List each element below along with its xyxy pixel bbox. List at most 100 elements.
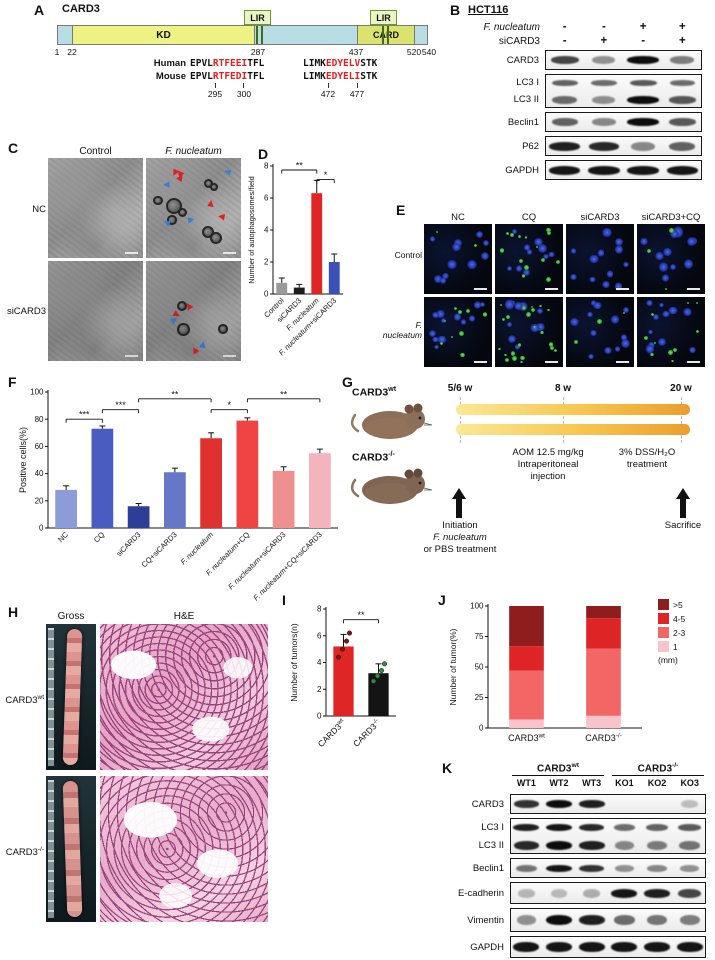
nucleus-stain xyxy=(482,240,489,247)
nucleus-stain xyxy=(597,248,605,257)
mouse-illustration-wt xyxy=(350,403,433,439)
text-part: or PBS treatment xyxy=(423,544,497,555)
nucleus-stain xyxy=(603,347,613,355)
nucleus-stain xyxy=(469,314,476,322)
red-arrow-icon: ▶ xyxy=(204,199,216,207)
lc3-puncta xyxy=(443,320,446,323)
blot-band xyxy=(627,95,660,104)
text-part: STK xyxy=(360,58,378,69)
k-group-header-ko: CARD3-/- xyxy=(612,762,704,777)
scale-bar xyxy=(545,361,558,363)
blot-band xyxy=(614,864,634,872)
legend-label: 4-5 xyxy=(673,613,686,624)
aa-position: 287 xyxy=(250,47,266,57)
k-lane-labels: WT1 WT2 WT3 KO1 KO2 KO3 xyxy=(510,778,706,788)
text-part: LIMK xyxy=(303,58,326,69)
bar xyxy=(91,428,114,528)
text-part: STK xyxy=(360,71,378,82)
blot-band xyxy=(678,823,701,831)
text-part: CARD3 xyxy=(5,847,38,859)
nucleus-stain xyxy=(587,311,594,318)
em-image-fnucleatum-nc: ▶ ▶ ▶ ▶ ▶ ▶ ▶ ▶ ▶ xyxy=(146,158,241,258)
lc3-puncta xyxy=(498,347,502,351)
text-part: LC3 I xyxy=(516,77,539,88)
timeline-bar-wt xyxy=(456,404,690,415)
significance-marker: * xyxy=(324,170,328,180)
lc3-puncta xyxy=(524,236,528,239)
nucleus-stain xyxy=(683,308,693,317)
blot-protein-label: GAPDH xyxy=(452,160,539,180)
ruler xyxy=(48,628,54,766)
timepoint-end: 20 w xyxy=(670,383,692,394)
tick-label: 8 xyxy=(317,605,322,614)
fluor-image-fn-sicard3-cq xyxy=(637,297,705,367)
nucleus-stain xyxy=(537,307,544,314)
significance-marker: ** xyxy=(280,389,288,399)
sequence-human-lir2: LIMKEDYELVSTK xyxy=(303,58,377,69)
lc3-puncta xyxy=(668,350,673,355)
blot-band xyxy=(613,915,635,925)
timeline-bar-ko xyxy=(456,424,690,435)
western-blot-mouse: CARD3 LC3 I LC3 II Beclin1 E-cadherin Vimenti… xyxy=(448,794,708,958)
tick-label: 8 xyxy=(264,162,269,171)
lc3-puncta xyxy=(546,230,551,235)
data-point xyxy=(339,646,346,652)
lc3-puncta xyxy=(518,235,522,239)
lc3-puncta xyxy=(510,351,516,356)
autophagosome xyxy=(218,324,228,335)
fluor-image-fn-nc xyxy=(424,297,492,367)
initiation-line2: F. nucleatum xyxy=(404,532,516,544)
lane-label: WT1 xyxy=(516,778,536,788)
scale-bar xyxy=(616,288,629,290)
stack-segment xyxy=(509,646,544,671)
blot-membrane xyxy=(545,160,702,180)
blot-band xyxy=(549,141,581,151)
nucleus-stain xyxy=(526,248,533,255)
fluor-row-label-control: Control xyxy=(382,250,422,260)
tick-label: 50 xyxy=(475,663,484,672)
autophagosome xyxy=(177,323,190,337)
blot-band xyxy=(668,95,696,104)
legend-item: 2-3 xyxy=(658,627,685,638)
text-part: F. nucleatum xyxy=(382,320,422,340)
text-part: P62 xyxy=(522,140,539,152)
tumor-number-bar-chart: 0 2 4 6 8 Number of tumors(n) CARD3wt CARD3-/- *… xyxy=(288,596,430,777)
bar xyxy=(333,646,354,716)
tumor-size-stacked-chart: 0 25 50 75 100 Number of tumor(%) CARD3wt CARD3… xyxy=(446,596,648,771)
blot-band xyxy=(627,118,660,126)
tick-label: 60 xyxy=(35,442,44,451)
legend-unit: (mm) xyxy=(658,655,678,665)
blot-band xyxy=(646,823,668,831)
lc3-puncta xyxy=(669,228,674,233)
blot-protein-label: LC3 I xyxy=(448,818,504,836)
tick-label: 0 xyxy=(39,524,44,533)
nucleus-stain xyxy=(507,322,513,327)
blot-band xyxy=(643,942,671,952)
initiation-arrow-icon xyxy=(452,488,466,518)
nucleus-stain xyxy=(588,255,599,264)
he-header: H&E xyxy=(173,611,195,622)
gross-photo-wt xyxy=(46,624,96,770)
lane-symbol: + xyxy=(679,21,686,33)
fluor-row-label-fnucleatum: F. nucleatum xyxy=(382,320,422,340)
text-part: Beclin1 xyxy=(507,116,539,128)
autophagosome xyxy=(177,301,188,312)
stack-segment xyxy=(509,606,544,647)
panel-label-d: D xyxy=(258,146,269,162)
tick-label: 2 xyxy=(264,258,269,267)
bar xyxy=(127,506,150,528)
lc3-puncta xyxy=(482,312,488,317)
autophagosome-bar-chart: 0 2 4 6 8 Number of autophagosomes/field Contr… xyxy=(246,152,346,369)
fluor-col-header-sicard3: siCARD3 xyxy=(566,212,634,223)
lir2-mark xyxy=(382,26,384,44)
text-part: LIMK xyxy=(303,71,326,82)
scale-bar xyxy=(687,288,700,290)
blot-band xyxy=(669,79,696,86)
data-point xyxy=(370,678,377,684)
lc3-puncta xyxy=(545,277,551,283)
panel-label-f: F xyxy=(8,374,17,390)
aom-line1: AOM 12.5 mg/kg xyxy=(512,447,584,458)
aa-position: 520 xyxy=(406,47,422,57)
lir1-mark xyxy=(261,26,263,44)
axis-label: CQ+siCARD3 xyxy=(140,530,179,569)
